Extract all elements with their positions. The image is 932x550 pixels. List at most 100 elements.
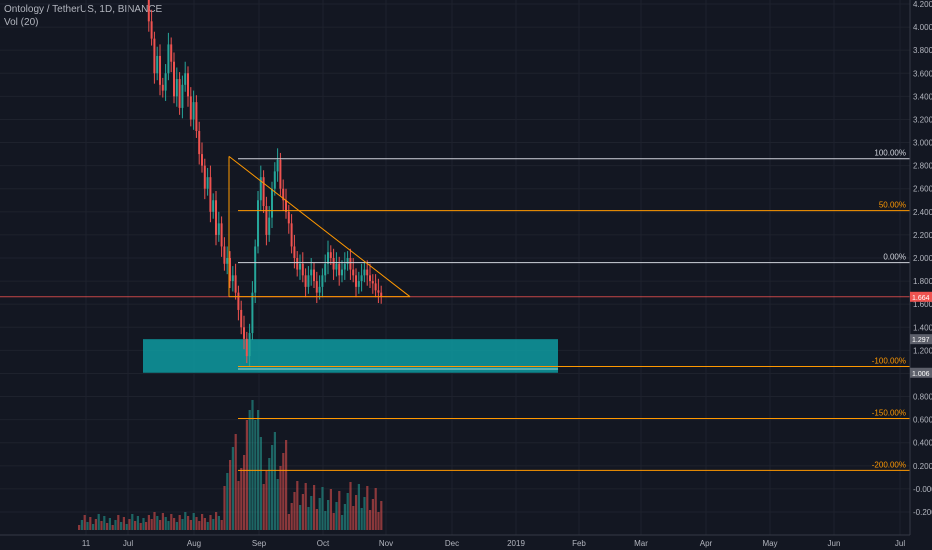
grid-layer: [0, 0, 910, 535]
volume-bar: [156, 516, 159, 530]
candle-body: [206, 177, 209, 189]
fib-label: 0.00%: [883, 253, 906, 262]
candle-body: [268, 217, 271, 235]
volume-bar: [134, 521, 137, 530]
volume-bar: [355, 495, 358, 530]
candle-body: [181, 84, 184, 108]
volume-bar: [271, 445, 274, 530]
volume-bar: [251, 400, 254, 530]
candle-body: [346, 258, 349, 264]
price-tick-label: 3.400: [913, 92, 932, 101]
volume-bar: [329, 489, 332, 530]
candle-body: [257, 200, 259, 247]
volume-bar: [338, 491, 341, 530]
volume-bar: [170, 514, 173, 530]
candle-body: [296, 258, 299, 270]
volume-bar: [357, 484, 360, 530]
candle-body: [189, 96, 192, 120]
volume-bar: [189, 520, 192, 530]
volume-bar: [299, 505, 302, 530]
price-badge: [910, 291, 932, 302]
fib-label: 50.00%: [879, 201, 906, 210]
candle-body: [352, 269, 355, 276]
volume-bar: [360, 508, 363, 530]
candle-body: [156, 55, 159, 74]
price-tick-label: 4.200: [913, 0, 932, 9]
price-badge-label: 1.006: [912, 371, 930, 378]
volume-bar: [108, 518, 111, 530]
candle-body: [209, 177, 212, 212]
volume-bar: [341, 515, 344, 530]
volume-bar: [159, 520, 162, 530]
price-badge-label: 1.297: [912, 337, 930, 344]
candle-body: [234, 275, 237, 293]
fib-label: -100.00%: [872, 357, 906, 366]
price-tick-label: 2.000: [913, 254, 932, 263]
candle-body: [153, 38, 156, 74]
volume-bar: [187, 516, 190, 530]
candle-body: [310, 269, 313, 276]
candle-body: [313, 269, 315, 282]
volume-bar: [125, 524, 128, 530]
candle-body: [229, 258, 231, 282]
volume-bar: [175, 522, 178, 530]
volume-bar: [192, 513, 195, 530]
volume-bar: [161, 513, 164, 530]
volume-bar: [346, 493, 349, 530]
time-tick-label: Jun: [828, 539, 841, 548]
candle-body: [321, 275, 324, 287]
time-tick-label: 2019: [507, 539, 525, 548]
price-tick-label: 1.400: [913, 323, 932, 332]
volume-bar: [106, 523, 109, 530]
volume-bar: [78, 525, 81, 530]
volume-bar: [366, 486, 369, 530]
candle-body: [369, 275, 371, 282]
fib-label: -200.00%: [872, 460, 906, 469]
volume-bar: [374, 488, 377, 530]
fib-label: 100.00%: [874, 149, 906, 158]
demand-zone: [143, 339, 558, 373]
volume-bar: [145, 522, 148, 530]
volume-bar: [164, 517, 167, 530]
candle-body: [231, 275, 234, 282]
candle-body: [338, 263, 341, 276]
candle-body: [164, 73, 167, 91]
volume-bar: [369, 510, 372, 530]
candle-body: [173, 61, 175, 97]
price-badge-label: 1.664: [912, 295, 930, 302]
time-tick-label: May: [762, 539, 777, 548]
candle-body: [343, 263, 346, 270]
price-tick-label: 3.800: [913, 46, 932, 55]
volume-bar: [131, 514, 134, 530]
candle-body: [360, 275, 363, 282]
candle-body: [203, 165, 206, 189]
candle-body: [262, 177, 265, 207]
candle-body: [324, 263, 327, 276]
volume-bar: [212, 519, 215, 530]
volume-bar: [259, 437, 262, 530]
candle-body: [287, 211, 290, 224]
candle-body: [215, 200, 217, 235]
volume-bar: [276, 479, 279, 530]
volume-bar: [178, 515, 181, 530]
volume-bar: [94, 519, 97, 530]
candle-body: [161, 84, 164, 91]
volume-bar: [223, 486, 226, 530]
candle-body: [175, 79, 178, 97]
price-axis: 4.200 4.000 3.800 3.600 3.400 3.200 3.000 2.800…: [909, 0, 932, 550]
candle-body: [315, 281, 318, 293]
price-axis-bg: [910, 0, 932, 550]
candle-body: [223, 246, 226, 264]
price-tick-label: 0.600: [913, 416, 932, 425]
volume-bar: [377, 512, 380, 530]
volume-bar: [136, 516, 139, 530]
time-tick-label: Mar: [634, 539, 648, 548]
volume-bar: [226, 473, 229, 530]
candle-body: [366, 269, 369, 276]
volume-bar: [231, 447, 234, 530]
price-tick-label: 1.800: [913, 277, 932, 286]
time-tick-label: Jul: [895, 539, 905, 548]
time-tick-label: 11: [82, 539, 91, 548]
candle-body: [147, 0, 150, 22]
